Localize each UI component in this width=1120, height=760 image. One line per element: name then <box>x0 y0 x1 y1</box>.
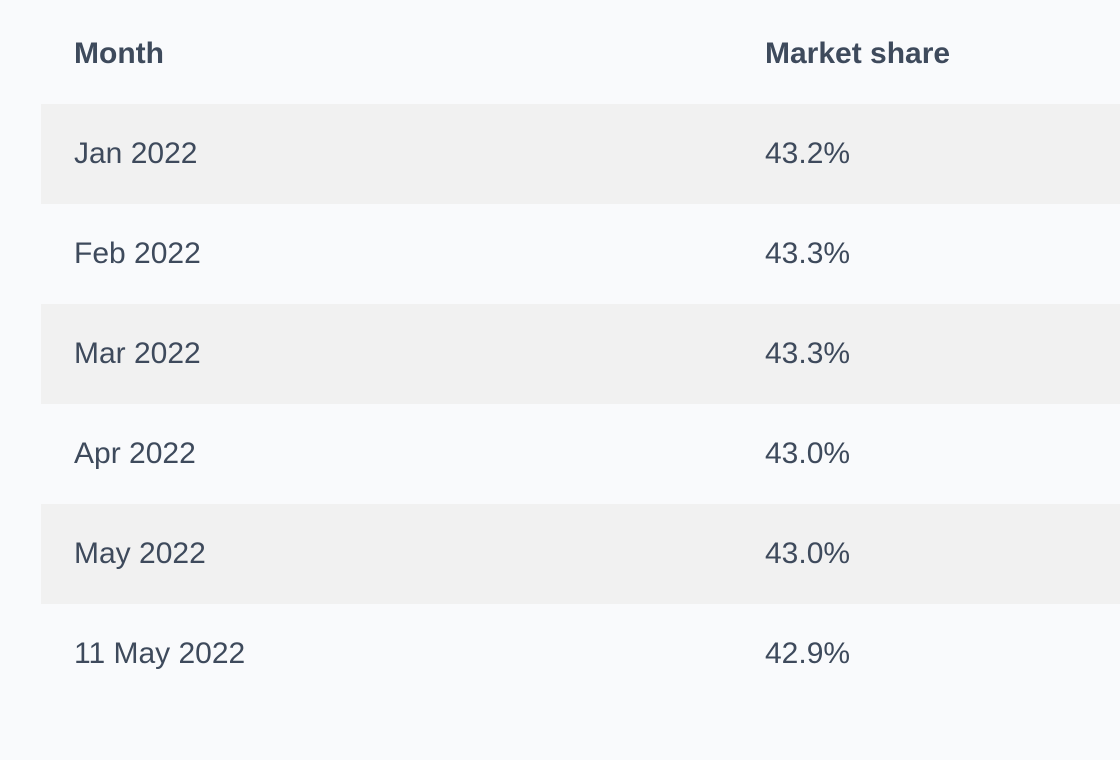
table-row: Apr 2022 43.0% <box>41 404 1120 504</box>
column-header-month: Month <box>74 37 164 70</box>
month-cell: Jan 2022 <box>74 137 198 170</box>
market-share-cell: 43.3% <box>765 237 851 270</box>
market-share-cell: 43.0% <box>765 437 851 470</box>
month-cell: Apr 2022 <box>74 437 196 470</box>
table-header-row: Month Market share <box>41 0 1120 104</box>
month-cell: Mar 2022 <box>74 337 201 370</box>
market-share-cell: 43.0% <box>765 537 851 570</box>
month-cell: 11 May 2022 <box>74 637 246 670</box>
column-header-market-share: Market share <box>765 37 951 70</box>
market-share-cell: 43.2% <box>765 137 851 170</box>
table-row: Feb 2022 43.3% <box>41 204 1120 304</box>
table-row: 11 May 2022 42.9% <box>41 604 1120 704</box>
table-row: Jan 2022 43.2% <box>41 104 1120 204</box>
market-share-table: Month Market share Jan 2022 43.2% Feb 20… <box>41 0 1120 704</box>
market-share-cell: 43.3% <box>765 337 851 370</box>
table-row: Mar 2022 43.3% <box>41 304 1120 404</box>
market-share-cell: 42.9% <box>765 637 851 670</box>
table-row: May 2022 43.0% <box>41 504 1120 604</box>
month-cell: Feb 2022 <box>74 237 201 270</box>
month-cell: May 2022 <box>74 537 206 570</box>
